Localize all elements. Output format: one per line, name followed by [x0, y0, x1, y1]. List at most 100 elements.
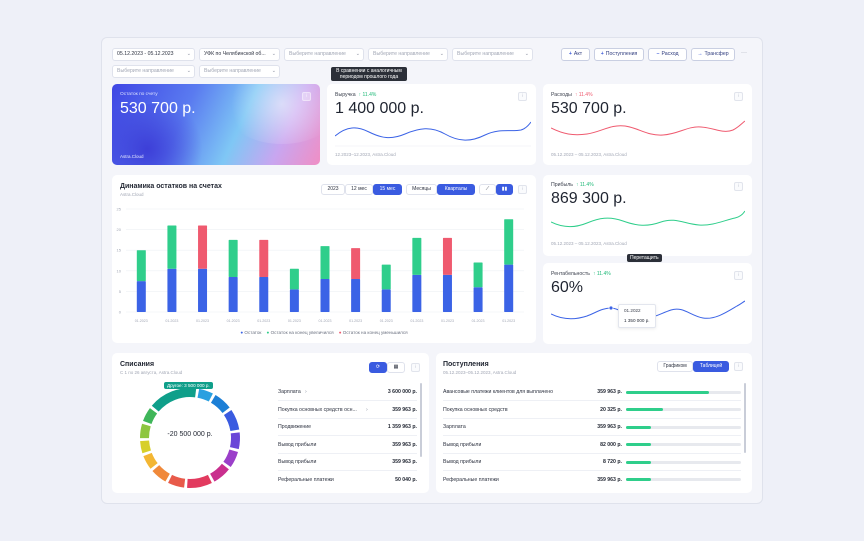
refresh-icon[interactable]: ⟳ [369, 362, 387, 373]
bar-segment[interactable] [167, 268, 177, 312]
bar-segment[interactable] [259, 239, 269, 277]
bar-segment[interactable] [473, 262, 483, 288]
receipt-progress-bar [626, 443, 741, 446]
direction-select-5[interactable]: Выберите направление ⌄ [199, 65, 280, 78]
bar-chart-icon[interactable]: ▮▮ [496, 184, 513, 195]
grid-icon[interactable]: ⁝ [734, 92, 743, 101]
expenses-footer: 05.12.2023 – 05.12.2023, Astra.Cloud [551, 152, 627, 157]
bar-segment[interactable] [320, 246, 330, 280]
granularity-quarters[interactable]: Кварталы [437, 184, 475, 195]
writeoff-row-label[interactable]: Продвижение [278, 424, 312, 430]
bar-segment[interactable] [442, 237, 452, 275]
donut-slice[interactable] [197, 388, 213, 402]
receipts-title: Поступления [443, 361, 489, 368]
bar-segment[interactable] [228, 239, 238, 277]
direction-select-2[interactable]: Выберите направление ⌄ [368, 48, 448, 61]
bar-segment[interactable] [473, 287, 483, 312]
donut-slice[interactable] [168, 474, 186, 488]
org-select[interactable]: УФК по Челябинской об... ⌄ [199, 48, 280, 61]
receipt-row-label[interactable]: Зарплата [443, 424, 466, 430]
receipt-progress-fill [626, 408, 663, 411]
donut-slice[interactable] [229, 432, 240, 450]
bar-segment[interactable] [381, 264, 391, 290]
bar-segment[interactable] [412, 274, 422, 312]
line-chart-icon[interactable]: ⟋ [479, 184, 496, 195]
period-15m[interactable]: 15 мес [373, 184, 402, 195]
granularity-months[interactable]: Месяцы [406, 184, 437, 195]
donut-slice[interactable] [187, 474, 212, 488]
writeoff-row-label[interactable]: Покупка основных средств осн... [278, 406, 357, 413]
donut-center-value: -20 500 000 р. [167, 431, 213, 438]
profit-footer: 05.12.2023 – 05.12.2023, Astra.Cloud [551, 241, 627, 246]
donut-slice[interactable] [140, 440, 151, 454]
writeoff-row-label[interactable]: Реферальные платежи [278, 476, 334, 483]
direction-select-4[interactable]: Выберите направление ⌄ [112, 65, 195, 78]
compare-tooltip: В сравнении с аналогичным периодом прошл… [331, 67, 407, 81]
view-chart-tab[interactable]: Графиком [657, 361, 693, 372]
bar-segment[interactable] [198, 268, 208, 312]
direction-select-1[interactable]: Выберите направление ⌄ [284, 48, 364, 61]
donut-slice[interactable] [210, 463, 229, 482]
period-2023[interactable]: 2023 [321, 184, 345, 195]
bar-segment[interactable] [504, 219, 514, 265]
y-tick-label: 15 [117, 248, 122, 253]
receipts-scrollbar[interactable] [744, 383, 746, 453]
grid-icon[interactable]: ⁝ [734, 362, 743, 371]
bar-segment[interactable] [259, 276, 269, 312]
grid-icon[interactable]: ⁝ [411, 363, 420, 372]
donut-slice[interactable] [210, 395, 230, 414]
grid-icon[interactable]: ⁝ [518, 185, 527, 194]
writeoffs-scrollbar[interactable] [420, 383, 422, 457]
profit-label: Прибыль ↑ 11.4% [551, 182, 594, 188]
more-menu-icon[interactable]: ··· [741, 50, 747, 56]
chevron-right-icon[interactable]: › [366, 406, 368, 413]
balance-value: 530 700 р. [120, 100, 196, 117]
writeoff-row-label[interactable]: Вывод прибыли [278, 441, 317, 448]
grid-icon[interactable]: ⁝ [302, 92, 311, 101]
receipt-row-label[interactable]: Реферальные платежи [443, 476, 499, 483]
add-income-button[interactable]: + Поступления [594, 48, 644, 61]
transfer-button[interactable]: → Трансфер [691, 48, 735, 61]
grid-icon[interactable]: ⁝ [734, 271, 743, 280]
donut-slice[interactable] [140, 423, 151, 439]
donut-slice[interactable] [143, 452, 158, 469]
bar-segment[interactable] [136, 250, 146, 282]
bar-segment[interactable] [381, 289, 391, 312]
donut-slice[interactable] [152, 465, 170, 482]
bar-segment[interactable] [412, 237, 422, 275]
receipt-row-label[interactable]: Вывод прибыли [443, 441, 482, 448]
bar-segment[interactable] [198, 225, 208, 269]
writeoff-row-label[interactable]: Зарплата [278, 389, 301, 395]
chevron-right-icon[interactable]: › [305, 389, 307, 395]
revenue-label: Выручка ↑ 11.4% [335, 92, 377, 98]
bar-segment[interactable] [228, 276, 238, 312]
profitability-point-tooltip: 01.2022 1 350 000 р. [618, 304, 656, 328]
bar-segment[interactable] [442, 274, 452, 312]
receipt-row-label[interactable]: Авансовые платежи клиентов для выплаченo [443, 389, 553, 395]
grid-icon[interactable]: ⁝ [518, 92, 527, 101]
bar-segment[interactable] [320, 279, 330, 312]
donut-slice[interactable] [223, 449, 239, 468]
receipt-row-label[interactable]: Вывод прибыли [443, 459, 482, 465]
date-range-select[interactable]: 05.12.2023 - 05.12.2023 ⌄ [112, 48, 195, 61]
bar-segment[interactable] [351, 248, 361, 280]
bar-segment[interactable] [351, 279, 361, 312]
bar-segment[interactable] [167, 225, 177, 269]
bar-segment[interactable] [289, 289, 299, 312]
donut-slice[interactable] [143, 408, 158, 424]
bar-segment[interactable] [504, 264, 514, 312]
direction-select-3[interactable]: Выберите направление ⌄ [452, 48, 533, 61]
grid-icon[interactable]: ⁝ [734, 182, 743, 191]
receipt-row-label[interactable]: Покупка основных средств [443, 406, 508, 413]
add-act-button[interactable]: + Акт [561, 48, 590, 61]
bar-segment[interactable] [136, 281, 146, 312]
bar-segment[interactable] [289, 268, 299, 290]
table-icon[interactable]: ▦ [387, 362, 405, 373]
writeoff-row-label[interactable]: Вывод прибыли [278, 459, 317, 465]
view-table-tab[interactable]: Таблицей [693, 361, 729, 372]
add-expense-button[interactable]: − Расход [648, 48, 687, 61]
donut-slice[interactable] [151, 388, 197, 412]
chart-title: Динамика остатков на счетах [120, 183, 222, 190]
period-12m[interactable]: 12 мес [345, 184, 373, 195]
donut-slice[interactable] [223, 409, 240, 431]
